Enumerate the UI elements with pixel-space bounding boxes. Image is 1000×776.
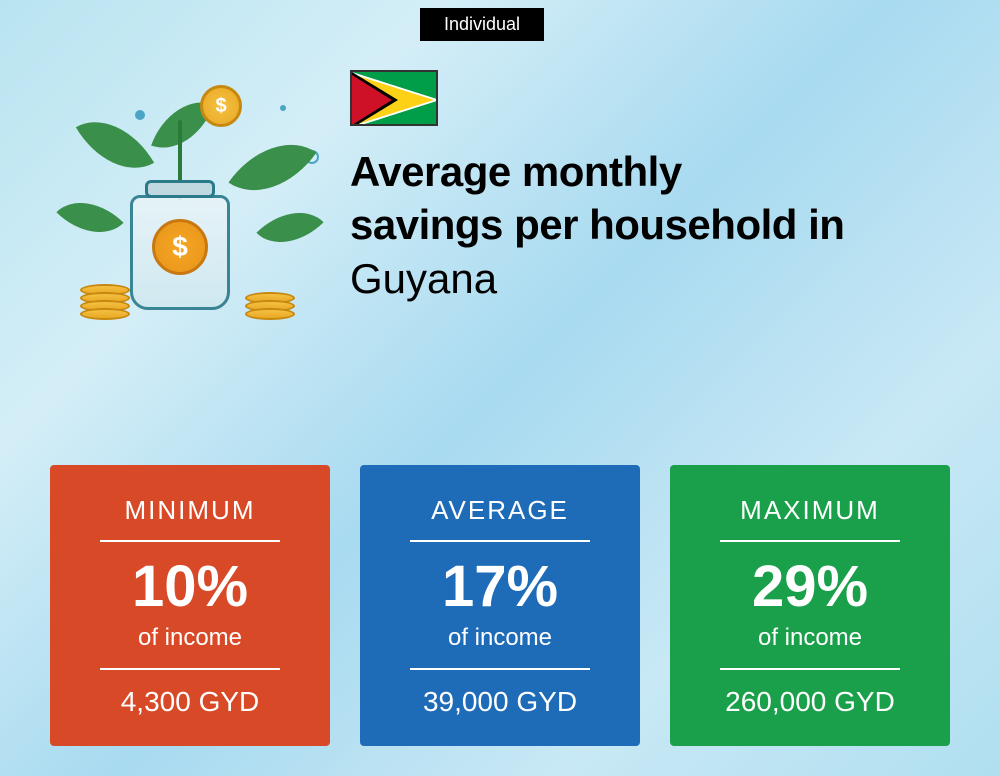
card-subtext: of income [690, 624, 930, 652]
leaf-icon [228, 121, 316, 214]
stat-card-minimum: MINIMUM 10% of income 4,300 GYD [50, 465, 330, 746]
card-label: AVERAGE [380, 495, 620, 526]
sparkle-icon [280, 105, 286, 111]
jar-icon: $ [130, 180, 230, 310]
coin-stack-icon [80, 288, 130, 320]
card-percent: 17% [380, 558, 620, 616]
card-subtext: of income [380, 624, 620, 652]
card-percent: 29% [690, 558, 930, 616]
divider [410, 668, 590, 670]
jar-lid [145, 180, 215, 198]
card-amount: 39,000 GYD [380, 686, 620, 718]
divider [720, 540, 900, 542]
title-block: Average monthly savings per household in… [350, 60, 940, 303]
divider [100, 668, 280, 670]
category-badge: Individual [420, 8, 544, 41]
card-label: MAXIMUM [690, 495, 930, 526]
card-amount: 4,300 GYD [70, 686, 310, 718]
coin-icon: $ [200, 85, 242, 127]
title-country: Guyana [350, 255, 940, 303]
card-amount: 260,000 GYD [690, 686, 930, 718]
divider [100, 540, 280, 542]
guyana-flag-icon [350, 70, 438, 126]
title-line-1: Average monthly [350, 146, 940, 199]
card-label: MINIMUM [70, 495, 310, 526]
leaf-icon [56, 184, 123, 251]
stat-cards-row: MINIMUM 10% of income 4,300 GYD AVERAGE … [50, 465, 950, 746]
savings-illustration: $ $ [60, 60, 320, 340]
card-percent: 10% [70, 558, 310, 616]
header-section: $ $ Average monthly savings per househol… [60, 60, 940, 340]
coin-icon: $ [152, 219, 208, 275]
leaf-icon [256, 194, 323, 261]
divider [410, 540, 590, 542]
stat-card-average: AVERAGE 17% of income 39,000 GYD [360, 465, 640, 746]
sparkle-icon [135, 110, 145, 120]
divider [720, 668, 900, 670]
stat-card-maximum: MAXIMUM 29% of income 260,000 GYD [670, 465, 950, 746]
coin-stack-icon [245, 296, 295, 320]
card-subtext: of income [70, 624, 310, 652]
title-line-2: savings per household in [350, 199, 940, 252]
